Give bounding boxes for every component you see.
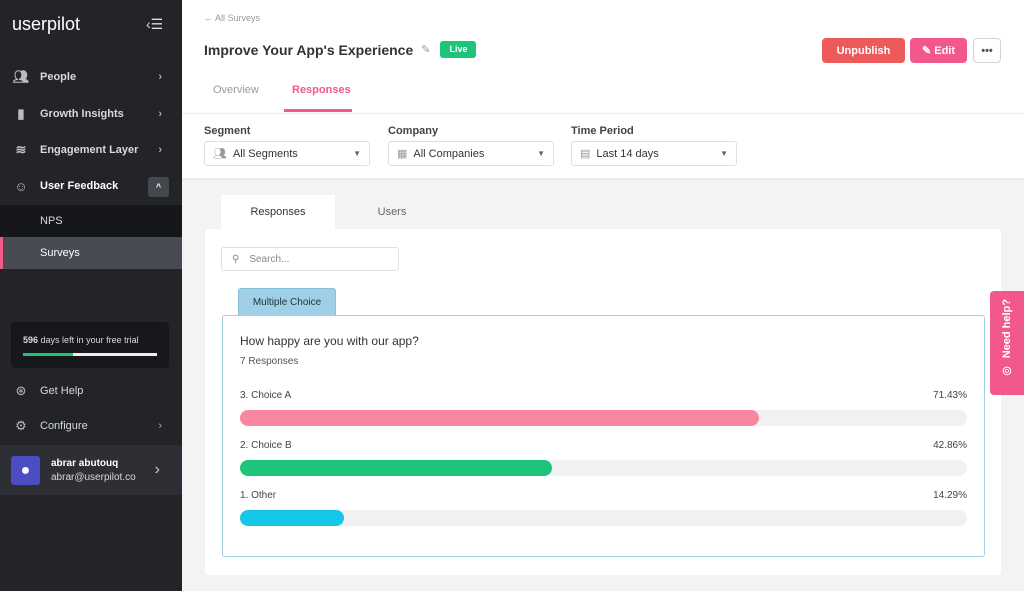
- choice-bar-fill: [240, 460, 552, 476]
- trial-progress-fill: [23, 353, 73, 356]
- tab-responses[interactable]: Responses: [292, 84, 351, 96]
- caret-down-icon: ▼: [720, 149, 728, 158]
- choice-bar-fill: [240, 410, 760, 426]
- sidebar-item-engagement-layer[interactable]: ≋ Engagement Layer ›: [0, 134, 182, 166]
- divider: [182, 113, 1024, 114]
- sidebar-item-user-feedback[interactable]: ☺ User Feedback ^: [0, 170, 182, 202]
- label: Configure: [40, 420, 88, 432]
- calendar-icon: ▤: [580, 148, 591, 160]
- back-label: All Surveys: [215, 13, 261, 23]
- need-help-button[interactable]: Need help? ⊚: [990, 291, 1024, 395]
- choice-bar-track: [240, 510, 967, 526]
- segment-value: All Segments: [232, 147, 298, 160]
- time-period-select[interactable]: ▤ Last 14 days ▼: [571, 141, 737, 166]
- chevron-right-icon: ›: [154, 461, 160, 478]
- sidebar-item-nps[interactable]: NPS: [0, 205, 182, 237]
- label: People: [40, 71, 77, 83]
- caret-down-icon: ▼: [353, 149, 361, 158]
- logo: userpilot: [12, 14, 81, 34]
- choice-bar-track: [240, 460, 967, 476]
- question-panel: How happy are you with our app? 7 Respon…: [222, 315, 985, 557]
- trial-banner: 596 days left in your free trial: [11, 322, 169, 368]
- user-name: abrar abutouq: [51, 457, 119, 469]
- label: User Feedback: [40, 180, 119, 192]
- need-help-label: Need help?: [1001, 299, 1013, 359]
- more-button[interactable]: •••: [973, 38, 1001, 63]
- choice-percent: 42.86%: [933, 440, 967, 451]
- sidebar-item-people[interactable]: 👥︎ People ›: [0, 61, 182, 93]
- unpublish-button[interactable]: Unpublish: [822, 38, 905, 63]
- label: Get Help: [40, 385, 84, 397]
- company-value: All Companies: [413, 147, 485, 160]
- avatar-icon: ●: [11, 455, 40, 485]
- trial-text: days left in your free trial: [40, 335, 139, 345]
- search-input[interactable]: ⚲ Search...: [221, 247, 399, 271]
- choice-bar-track: [240, 410, 967, 426]
- question-text: How happy are you with our app?: [240, 334, 419, 348]
- sidebar-item-get-help[interactable]: ⊛ Get Help: [0, 375, 182, 407]
- segment-select[interactable]: 👥︎ All Segments ▼: [204, 141, 370, 166]
- time-period-label: Time Period: [571, 125, 634, 137]
- page-title: Improve Your App's Experience: [204, 41, 414, 58]
- chevron-right-icon: ›: [158, 420, 162, 432]
- choice-row: 2. Choice B 42.86%: [240, 440, 967, 476]
- collapse-sidebar-icon[interactable]: ‹☰: [146, 16, 164, 32]
- tab-overview[interactable]: Overview: [213, 84, 259, 96]
- choice-label: 3. Choice A: [240, 390, 292, 401]
- user-profile[interactable]: ● abrar abutouq abrar@userpilot.co ›: [0, 445, 182, 495]
- sidebar: userpilot ‹☰ 👥︎ People › ▮ Growth Insights ›…: [0, 0, 182, 591]
- search-icon: ⚲: [232, 253, 240, 265]
- choice-row: 1. Other 14.29%: [240, 490, 967, 526]
- title-row: Improve Your App's Experience ✎ Live: [204, 41, 477, 58]
- chevron-right-icon: ›: [158, 71, 162, 83]
- company-label: Company: [388, 125, 439, 137]
- label: Growth Insights: [40, 108, 124, 120]
- pencil-icon[interactable]: ✎: [421, 44, 431, 56]
- choice-percent: 14.29%: [933, 490, 967, 501]
- lifebuoy-icon: ⊛: [15, 383, 27, 398]
- tab-users[interactable]: Users: [377, 206, 407, 218]
- sidebar-item-configure[interactable]: ⚙ Configure ›: [0, 410, 182, 442]
- chevron-right-icon: ›: [158, 144, 162, 156]
- back-link[interactable]: ← All Surveys: [204, 13, 261, 23]
- layers-icon: ≋: [15, 142, 27, 157]
- user-email: abrar@userpilot.co: [51, 471, 136, 483]
- response-count: 7 Responses: [240, 356, 299, 367]
- tab-responses-content[interactable]: Responses: [221, 195, 335, 229]
- segment-label: Segment: [204, 125, 251, 137]
- trial-days: 596: [23, 335, 39, 345]
- people-icon: 👥︎: [213, 148, 227, 160]
- choice-bar-fill: [240, 510, 344, 526]
- bar-chart-icon: ▮: [17, 106, 25, 121]
- sidebar-item-growth-insights[interactable]: ▮ Growth Insights ›: [0, 98, 182, 130]
- choice-row: 3. Choice A 71.43%: [240, 390, 967, 426]
- label: Engagement Layer: [40, 144, 139, 156]
- people-icon: 👥︎: [12, 69, 30, 84]
- building-icon: ▦: [397, 148, 408, 160]
- time-period-value: Last 14 days: [596, 147, 659, 160]
- edit-label: Edit: [934, 44, 956, 57]
- status-badge: Live: [440, 41, 477, 58]
- choice-percent: 71.43%: [933, 390, 967, 401]
- trial-progress: [23, 353, 157, 356]
- choice-label: 2. Choice B: [240, 440, 292, 451]
- active-tab-indicator: [284, 109, 352, 112]
- company-select[interactable]: ▦ All Companies ▼: [388, 141, 554, 166]
- question-type-tab[interactable]: Multiple Choice: [238, 288, 336, 316]
- header: ← All Surveys Improve Your App's Experie…: [182, 0, 1024, 178]
- search-placeholder: Search...: [249, 253, 290, 265]
- choice-label: 1. Other: [240, 490, 277, 501]
- lifebuoy-icon: ⊚: [1001, 363, 1013, 379]
- sidebar-item-surveys[interactable]: Surveys: [0, 237, 182, 269]
- smiley-icon: ☺: [14, 178, 28, 194]
- gear-icon: ⚙: [15, 418, 27, 433]
- edit-button[interactable]: ✎ Edit: [910, 38, 967, 63]
- chevron-up-icon[interactable]: ^: [148, 177, 169, 197]
- pencil-icon: ✎: [921, 45, 935, 57]
- chevron-right-icon: ›: [158, 108, 162, 120]
- caret-down-icon: ▼: [537, 149, 545, 158]
